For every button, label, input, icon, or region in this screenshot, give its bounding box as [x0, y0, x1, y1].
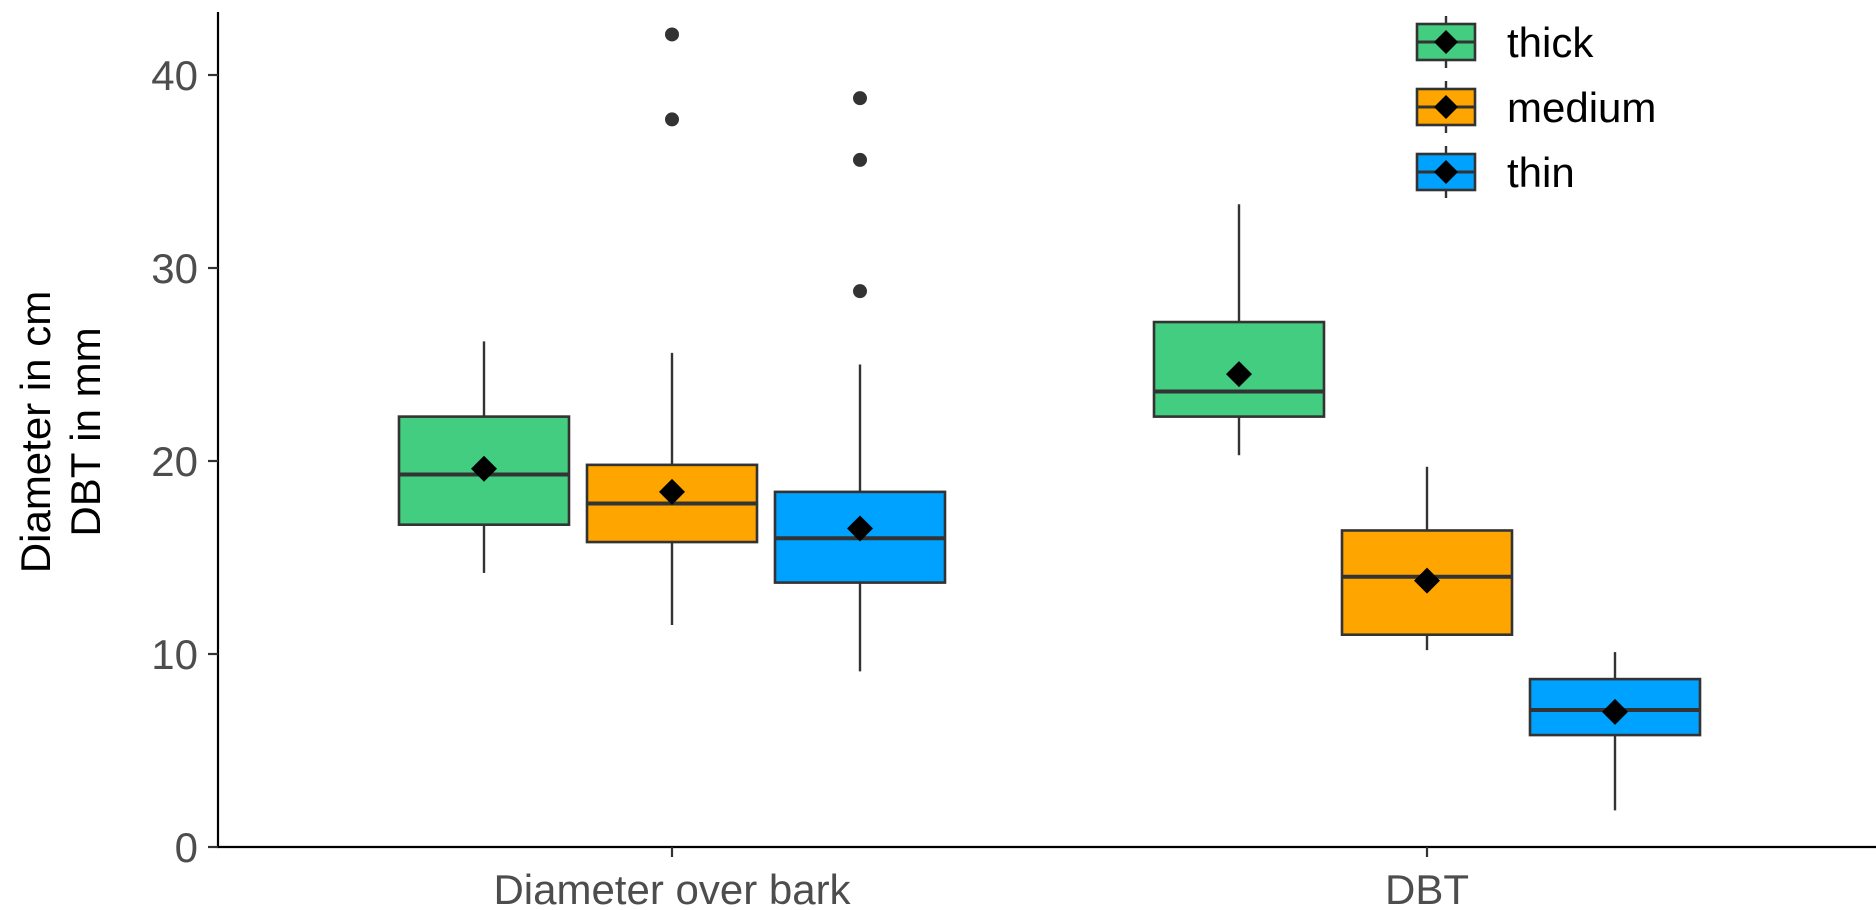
y-axis-title-line-1: Diameter in cm [12, 291, 59, 573]
legend-label: thick [1507, 19, 1594, 66]
x-tick-label: Diameter over bark [493, 866, 851, 910]
legend-label: thin [1507, 149, 1575, 196]
y-axis-ticks: 0 10 20 30 40 [151, 52, 218, 871]
legend-item-medium: medium [1415, 81, 1656, 133]
box-thin-2 [1528, 652, 1702, 811]
mean-marker [1602, 698, 1628, 725]
outlier-point [853, 284, 867, 299]
mean-marker [1226, 361, 1252, 388]
box-thin-1 [773, 91, 947, 672]
outlier-point [665, 112, 679, 127]
legend-mean-marker [1434, 160, 1458, 184]
plot-area [397, 27, 1702, 811]
legend-label: medium [1507, 84, 1656, 131]
axes [216, 12, 1876, 849]
outlier-point [665, 27, 679, 42]
box-medium-1 [585, 27, 759, 626]
y-tick-label: 0 [175, 824, 198, 871]
y-tick-label: 10 [151, 631, 198, 678]
mean-marker [471, 455, 497, 482]
legend-mean-marker [1434, 30, 1458, 54]
legend: thick medium thin [1415, 16, 1656, 198]
y-tick-label: 30 [151, 245, 198, 292]
outlier-point [853, 152, 867, 167]
x-axis-ticks: Diameter over bark DBT [493, 847, 1469, 910]
legend-item-thick: thick [1415, 16, 1594, 68]
legend-item-thin: thin [1415, 146, 1575, 198]
y-axis-title-line-2: DBT in mm [62, 327, 109, 536]
mean-marker [847, 515, 873, 542]
y-tick-label: 20 [151, 438, 198, 485]
mean-marker [1414, 567, 1440, 594]
y-axis-title: Diameter in cm DBT in mm [12, 291, 109, 573]
x-tick-label: DBT [1385, 866, 1469, 910]
mean-marker [659, 478, 685, 505]
box-thick-1 [397, 341, 571, 573]
box-medium-2 [1340, 466, 1514, 651]
legend-mean-marker [1434, 95, 1458, 119]
box-thick-2 [1152, 204, 1326, 456]
y-tick-label: 40 [151, 52, 198, 99]
outlier-point [853, 91, 867, 106]
